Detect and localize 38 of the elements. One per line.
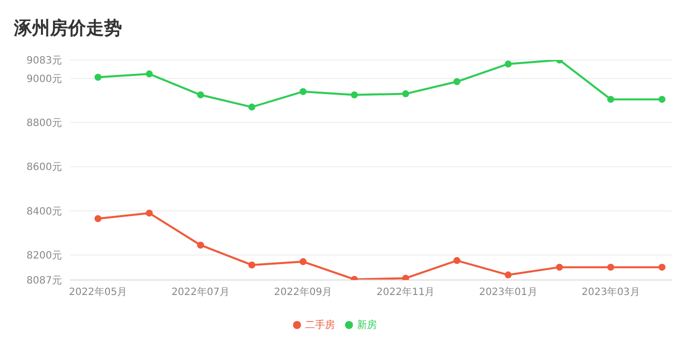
- point: [300, 258, 307, 266]
- point: [402, 274, 410, 280]
- point: [146, 70, 153, 78]
- point: [453, 78, 460, 86]
- point: [197, 91, 204, 98]
- point: [94, 74, 102, 81]
- legend-label: 新房: [357, 320, 377, 331]
- legend-label: 二手房: [305, 320, 335, 331]
- point: [658, 264, 666, 271]
- y-tick-label: 8200元: [26, 250, 62, 262]
- point: [350, 91, 358, 98]
- point: [453, 257, 460, 264]
- point: [607, 264, 614, 271]
- y-tick-label: 8400元: [26, 206, 62, 218]
- y-tick-label: 9083元: [26, 56, 62, 67]
- y-tick-label: 9000元: [26, 74, 62, 85]
- point: [658, 96, 666, 103]
- x-tick-label: 2023年01月: [479, 286, 538, 298]
- y-tick-label: 8800元: [26, 118, 62, 130]
- point: [504, 271, 512, 278]
- point: [402, 90, 410, 98]
- point: [556, 264, 563, 271]
- point: [504, 60, 512, 68]
- point: [607, 96, 614, 103]
- point: [146, 210, 153, 217]
- point: [300, 88, 307, 96]
- point: [197, 242, 204, 249]
- point: [248, 104, 256, 111]
- x-tick-label: 2022年05月: [68, 286, 128, 298]
- y-tick-label: 8600元: [26, 162, 62, 174]
- x-tick-label: 2023年03月: [582, 286, 640, 298]
- x-tick-label: 2022年11月: [376, 286, 435, 298]
- point: [248, 261, 256, 268]
- x-tick-label: 2022年07月: [171, 286, 230, 298]
- x-tick-label: 2022年09月: [274, 286, 332, 298]
- y-tick-label: 8087元: [26, 276, 62, 287]
- point: [94, 215, 102, 222]
- chart-title: 涿州房价走势: [14, 17, 122, 40]
